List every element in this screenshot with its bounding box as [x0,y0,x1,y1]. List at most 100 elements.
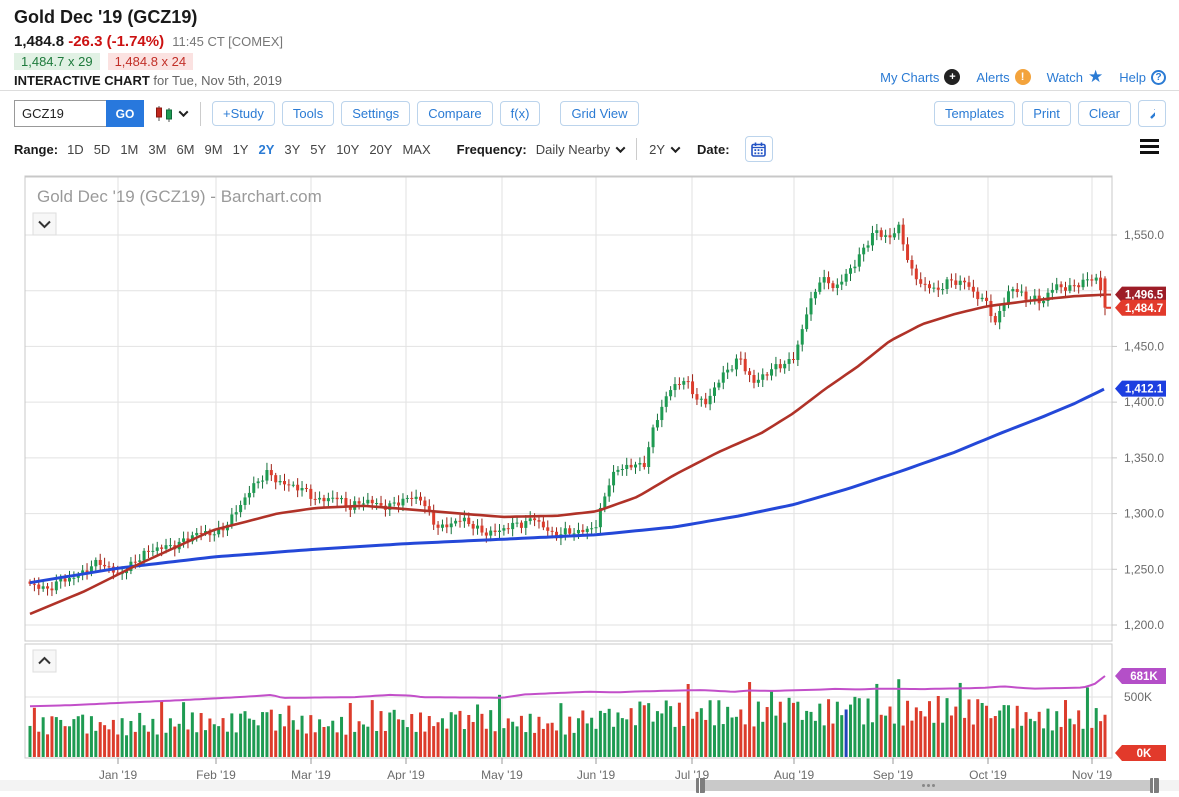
svg-text:0K: 0K [1137,748,1152,760]
range-item-20y[interactable]: 20Y [369,141,393,157]
quote-timestamp: 11:45 CT [COMEX] [172,34,284,49]
compare-button[interactable]: Compare [417,101,493,126]
range-item-6m[interactable]: 6M [176,141,195,157]
range-label: Range: [14,141,59,157]
chevron-down-icon [670,142,681,153]
period-dropdown[interactable]: 2Y [649,142,681,157]
range-item-2y[interactable]: 2Y [258,141,275,157]
star-icon: ★ [1088,67,1104,86]
top-link-watch[interactable]: Watch ★ [1046,67,1104,86]
scrollbar-grip-dots [922,784,925,787]
top-links: My Charts + Alerts! Watch ★ Help? [880,67,1166,86]
templates-button[interactable]: Templates [933,101,1016,126]
range-item-9m[interactable]: 9M [204,141,223,157]
price-tick-label: 1,250.0 [1124,562,1164,576]
range-item-max[interactable]: MAX [402,141,431,157]
x-axis-label: Apr '19 [387,768,425,782]
clear-button[interactable]: Clear [1077,101,1131,126]
fx-button[interactable]: f(x) [499,101,541,126]
toolbar-divider [200,101,201,126]
price-change: -26.3 (-1.74%) [68,33,165,50]
x-axis-label: Jan '19 [99,768,138,782]
study-button[interactable]: +Study [212,101,275,126]
frequency-label: Frequency: [456,141,527,157]
chevron-down-icon [615,142,626,153]
volume-bars [28,679,1107,757]
symbol-input[interactable] [14,100,106,127]
range-item-5d[interactable]: 5D [93,141,111,157]
interactive-chart-canvas[interactable]: 1,550.0 1,450.0 1,400.0 1,350.0 1,300.0 1,250… [0,175,1179,792]
scrollbar-range[interactable] [696,778,1159,793]
toolbar-left-buttons: +Study Tools Settings Compare f(x) Grid View [212,101,639,126]
hamburger-menu-icon[interactable] [1140,139,1159,157]
gridview-button[interactable]: Grid View [560,101,639,126]
candlestick-icon [156,106,172,122]
blue-moving-average [29,387,1105,585]
chart-svg[interactable]: 1,550.0 1,450.0 1,400.0 1,350.0 1,300.0 1,250… [0,175,1179,792]
frequency-dropdown[interactable]: Daily Nearby [536,142,626,157]
x-axis-label: Sep '19 [873,768,914,782]
go-button[interactable]: GO [106,100,144,127]
axis-badge-0K: 0K [1115,745,1166,761]
range-item-10y[interactable]: 10Y [336,141,360,157]
bid-badge: 1,484.7 x 29 [14,53,100,70]
scrollbar-right-handle[interactable] [1150,778,1159,793]
svg-text:1,496.5: 1,496.5 [1125,290,1164,302]
collapse-main-panel-button[interactable] [32,212,57,236]
top-link-my-charts[interactable]: My Charts + [880,69,961,85]
print-button[interactable]: Print [1022,101,1071,126]
svg-text:1,412.1: 1,412.1 [1125,384,1164,396]
plus-circle-icon: + [944,69,961,85]
axis-badge-1,496.5: 1,496.5 [1115,286,1166,303]
page-title: Gold Dec '19 (GCZ19) [14,7,198,27]
x-axis-label: May '19 [481,768,523,782]
range-item-5y[interactable]: 5Y [310,141,327,157]
settings-button[interactable]: Settings [341,101,411,126]
x-axis-label: Jun '19 [577,768,616,782]
last-price: 1,484.8 [14,33,65,50]
expand-chart-button[interactable] [1138,100,1166,127]
chart-watermark-title: Gold Dec '19 (GCZ19) - Barchart.com [37,187,322,206]
axis-badge-681K: 681K [1115,668,1166,685]
price-tick-label: 1,450.0 [1124,339,1164,353]
range-item-1y[interactable]: 1Y [232,141,249,157]
top-link-alerts[interactable]: Alerts! [976,69,1031,85]
divider [636,138,638,160]
ask-badge: 1,484.8 x 24 [107,53,194,70]
calendar-icon [751,142,766,157]
price-tick-label: 1,300.0 [1124,507,1164,521]
date-picker-button[interactable] [744,136,773,162]
interactive-chart-heading: INTERACTIVE CHART for Tue, Nov 5th, 2019 [14,73,283,88]
alert-circle-icon: ! [1014,69,1031,85]
open-interest-line [29,675,1106,708]
price-tick-label: 1,350.0 [1124,451,1164,465]
tools-button[interactable]: Tools [281,101,335,126]
bid-ask-row: 1,484.7 x 29 1,484.8 x 24 [14,53,194,70]
axis-badge-1,484.7: 1,484.7 [1115,299,1166,316]
range-item-1d[interactable]: 1D [67,141,84,157]
red-moving-average [29,293,1105,616]
collapse-volume-panel-button[interactable] [32,649,57,673]
price-tick-label: 1,400.0 [1124,395,1164,409]
gridlines [25,176,1112,758]
header-divider [0,90,1179,91]
axis-badge-1,412.1: 1,412.1 [1115,380,1166,397]
svg-text:681K: 681K [1130,671,1158,683]
x-axis-label: Mar '19 [291,768,331,782]
x-axis-label: Oct '19 [969,768,1007,782]
scrollbar-left-handle[interactable] [696,778,705,793]
top-link-help[interactable]: Help? [1119,69,1166,85]
range-row: Range: 1D 5D 1M 3M 6M 9M 1Y 2Y 3Y 5Y 10Y 20Y MAX Fre… [14,136,773,162]
range-item-1m[interactable]: 1M [120,141,139,157]
toolbar-right-buttons: Templates Print Clear [933,100,1166,127]
chart-horizontal-scrollbar[interactable] [0,778,1179,793]
svg-text:1,484.7: 1,484.7 [1125,303,1163,315]
chart-type-dropdown[interactable] [154,105,189,122]
date-label: Date: [697,141,730,157]
question-circle-icon: ? [1151,69,1166,85]
range-item-3y[interactable]: 3Y [284,141,301,157]
range-item-3m[interactable]: 3M [148,141,167,157]
chevron-down-icon [178,107,189,118]
x-axis-label: Aug '19 [774,768,815,782]
